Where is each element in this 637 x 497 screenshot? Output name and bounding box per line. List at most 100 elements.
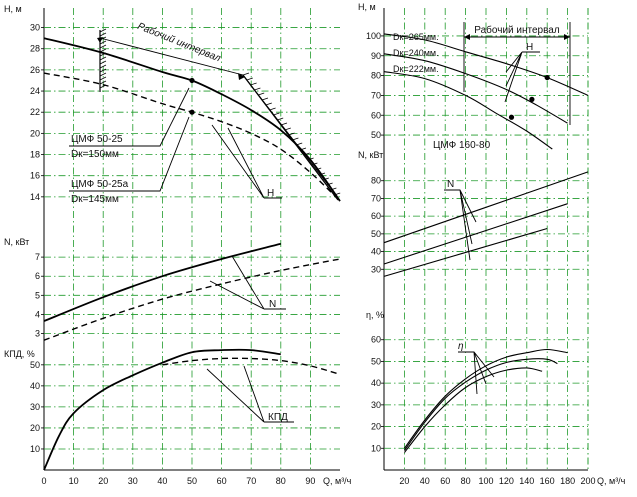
- x-tick-label: 80: [461, 476, 471, 486]
- y-tick-label: 100: [366, 31, 381, 41]
- y-tick-label: 6: [35, 271, 40, 281]
- x-tick-label: 40: [157, 476, 167, 486]
- leader-line: [206, 365, 294, 423]
- x-tick-label: 20: [399, 476, 409, 486]
- y-axis-label: H, м: [358, 2, 376, 12]
- y-tick-label: 28: [30, 44, 40, 54]
- y-tick-label: 24: [30, 86, 40, 96]
- x-tick-label: 200: [580, 476, 595, 486]
- y-axis-label: КПД, %: [4, 349, 35, 359]
- x-tick-label: 70: [246, 476, 256, 486]
- operating-point-marker: [508, 114, 515, 120]
- working-interval-bracket: [463, 22, 571, 125]
- working-interval-hatch: [97, 28, 341, 201]
- leader-line: [444, 189, 477, 261]
- curve-label-H-right: H: [526, 42, 533, 53]
- series-line-KPD-1: [43, 348, 281, 471]
- series-line-N-1: [383, 171, 589, 244]
- y-tick-label: 70: [371, 193, 381, 203]
- x-tick-label: 120: [499, 476, 514, 486]
- x-tick-label: 50: [187, 476, 197, 486]
- y-tick-label: 22: [30, 107, 40, 117]
- pump-label-50-25: ЦМФ 50-25: [71, 134, 123, 145]
- series-line-N-3: [383, 227, 548, 277]
- leader-line: [69, 116, 190, 192]
- y-tick-label: 90: [371, 51, 381, 61]
- x-tick-label: 60: [440, 476, 450, 486]
- x-tick-label: 140: [519, 476, 534, 486]
- y-tick-label: 50: [30, 360, 40, 370]
- x-tick-label: 100: [478, 476, 493, 486]
- leader-line: [458, 351, 495, 395]
- y-tick-label: 7: [35, 252, 40, 262]
- operating-point-marker: [544, 74, 550, 81]
- series-line-H-1: [383, 33, 589, 96]
- y-tick-label: 60: [371, 110, 381, 120]
- x-tick-label: 20: [98, 476, 108, 486]
- x-tick-label: 10: [69, 476, 79, 486]
- x-tick-label: 180: [560, 476, 575, 486]
- y-tick-label: 60: [371, 211, 381, 221]
- working-interval-label-right: Рабочий интервал: [474, 24, 560, 36]
- series-line-N-2: [383, 203, 568, 265]
- y-tick-label: 14: [30, 192, 40, 202]
- series-line-N-1: [43, 242, 282, 322]
- series-line-N-2: [43, 258, 341, 341]
- y-tick-label: 10: [371, 443, 381, 453]
- y-tick-label: 10: [30, 444, 40, 454]
- series-line-H-3: [383, 71, 553, 150]
- y-tick-label: 16: [30, 171, 40, 181]
- y-tick-label: 70: [371, 90, 381, 100]
- y-tick-label: 40: [371, 378, 381, 388]
- leader-line: [211, 124, 282, 199]
- leader-line: [69, 87, 190, 147]
- y-tick-label: 80: [371, 71, 381, 81]
- curve-label-N-right: N: [447, 179, 454, 190]
- y-tick-label: 80: [371, 176, 381, 186]
- series-line-H-2: [383, 53, 568, 124]
- operating-point-marker: [189, 77, 195, 84]
- y-tick-label: 26: [30, 65, 40, 75]
- y-tick-label: 40: [371, 247, 381, 257]
- y-tick-label: 5: [35, 290, 40, 300]
- y-tick-label: 50: [371, 356, 381, 366]
- y-tick-label: 4: [35, 309, 40, 319]
- y-tick-label: 30: [30, 23, 40, 33]
- diameter-label-240: Dк=240мм.: [393, 48, 439, 58]
- working-interval-label: Рабочий интервал: [136, 20, 223, 64]
- y-axis-label: N, кВт: [358, 150, 383, 160]
- y-tick-label: 40: [30, 381, 40, 391]
- series-line-H-1: [43, 37, 341, 202]
- x-tick-label: 40: [420, 476, 430, 486]
- y-axis-label: H, м: [4, 4, 22, 14]
- x-axis-label: Q, м³/ч: [323, 476, 352, 486]
- impeller-diameter-150: Dк=150мм: [71, 149, 119, 160]
- x-axis-label: Q, м³/ч: [597, 476, 626, 486]
- impeller-diameter-145: Dк=145мм: [71, 194, 119, 205]
- y-tick-label: 20: [30, 128, 40, 138]
- series-line-eta-2: [403, 358, 558, 451]
- leader-line: [504, 51, 540, 103]
- y-tick-label: 50: [371, 229, 381, 239]
- y-tick-label: 60: [371, 335, 381, 345]
- curve-label-eta: η: [458, 341, 464, 352]
- series-line-eta-1: [403, 348, 568, 449]
- curve-label-N: N: [269, 299, 276, 310]
- series-line-H-2: [43, 72, 341, 202]
- x-tick-label: 30: [128, 476, 138, 486]
- curve-label-H: H: [267, 188, 274, 199]
- diameter-label-265: Dк=265мм.: [393, 32, 439, 42]
- pump-label-50-25a: ЦМФ 50-25а: [71, 179, 129, 190]
- x-tick-label: 80: [276, 476, 286, 486]
- y-tick-label: 50: [371, 130, 381, 140]
- pump-model-title: ЦМФ 160-80: [433, 140, 491, 151]
- diameter-label-222: Dк=222мм.: [393, 64, 439, 74]
- y-axis-label: η, %: [366, 310, 384, 320]
- x-tick-label: 0: [41, 476, 46, 486]
- y-tick-label: 20: [30, 423, 40, 433]
- y-tick-label: 18: [30, 150, 40, 160]
- y-tick-label: 30: [371, 264, 381, 274]
- y-tick-label: 20: [371, 422, 381, 432]
- y-tick-label: 30: [371, 400, 381, 410]
